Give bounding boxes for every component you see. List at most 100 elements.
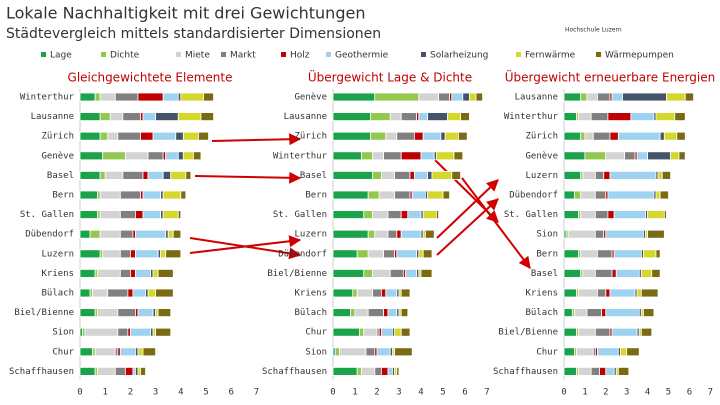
bar-segment bbox=[385, 131, 398, 141]
bar-segment bbox=[99, 190, 121, 200]
bar-segment bbox=[94, 347, 116, 357]
bar-segment bbox=[356, 288, 374, 298]
bar-segment bbox=[142, 190, 162, 200]
legend-swatch bbox=[596, 52, 601, 57]
bar-segment bbox=[640, 268, 653, 278]
x-tick-label: 7 bbox=[254, 388, 259, 398]
legend-swatch bbox=[221, 52, 226, 57]
bar-segment bbox=[655, 190, 661, 200]
bar-segment bbox=[367, 249, 385, 259]
legend-label: Wärmepumpen bbox=[605, 51, 674, 61]
x-tick-label: 3 bbox=[624, 388, 629, 398]
y-tick-label: Sion bbox=[52, 328, 74, 338]
bar-segment bbox=[358, 327, 365, 337]
bar-segment bbox=[137, 347, 144, 357]
x-tick-label: 7 bbox=[708, 388, 713, 398]
x-tick-label: 3 bbox=[396, 388, 401, 398]
bar-segment bbox=[578, 288, 598, 298]
bar-segment bbox=[582, 268, 596, 278]
y-tick-label: Lausanne bbox=[515, 93, 558, 103]
y-tick-label: Winterthur bbox=[504, 112, 559, 122]
y-tick-label: Bülach bbox=[525, 308, 558, 318]
bar-segment bbox=[124, 366, 134, 376]
bar-segment bbox=[563, 327, 577, 337]
y-tick-label: Bern bbox=[52, 191, 74, 201]
bar-segment bbox=[563, 151, 586, 161]
x-tick-label: 6 bbox=[228, 388, 233, 398]
bar-segment bbox=[578, 327, 596, 337]
legend-swatch bbox=[421, 52, 426, 57]
x-tick-label: 6 bbox=[462, 388, 467, 398]
bar-segment bbox=[643, 308, 655, 318]
bar-segment bbox=[142, 347, 157, 357]
bar-segment bbox=[99, 210, 121, 220]
arrow bbox=[436, 198, 499, 256]
bar-segment bbox=[374, 92, 420, 102]
bar-segment bbox=[647, 151, 671, 161]
bar-segment bbox=[438, 92, 451, 102]
arrow bbox=[189, 235, 302, 254]
bar-segment bbox=[135, 249, 159, 259]
bar-segment bbox=[396, 131, 415, 141]
bar-segment bbox=[170, 170, 187, 180]
bar-segment bbox=[563, 92, 582, 102]
bar-segment bbox=[594, 268, 613, 278]
bar-segment bbox=[107, 131, 119, 141]
bar-segment bbox=[657, 170, 663, 180]
bar-segment bbox=[119, 229, 134, 239]
bar-segment bbox=[172, 229, 182, 239]
legend-swatch bbox=[281, 52, 286, 57]
bar-segment bbox=[367, 308, 385, 318]
bar-segment bbox=[332, 327, 360, 337]
y-tick-label: St. Gallen bbox=[504, 210, 558, 220]
bar-segment bbox=[142, 210, 162, 220]
bar-segment bbox=[94, 92, 101, 102]
bar-segment bbox=[369, 112, 391, 121]
bar-segment bbox=[385, 288, 398, 298]
bar-segment bbox=[102, 249, 121, 259]
bar-segment bbox=[597, 347, 619, 357]
bar-segment bbox=[84, 327, 119, 337]
bar-segment bbox=[367, 190, 380, 200]
bar-segment bbox=[79, 366, 96, 376]
bar-segment bbox=[563, 170, 582, 180]
bar-segment bbox=[363, 327, 378, 337]
bar-segment bbox=[162, 210, 179, 220]
x-tick-label: 2 bbox=[128, 388, 133, 398]
bar-segment bbox=[372, 151, 385, 161]
bar-segment bbox=[424, 229, 435, 239]
bar-segment bbox=[586, 92, 598, 102]
bar-segment bbox=[180, 92, 204, 102]
bar-segment bbox=[661, 170, 671, 180]
bar-segment bbox=[643, 249, 657, 259]
bar-segment bbox=[185, 170, 192, 180]
bar-segment bbox=[109, 112, 124, 121]
bar-segment bbox=[396, 366, 400, 376]
bar-segment bbox=[372, 288, 382, 298]
y-tick-label: Biel/Bienne bbox=[14, 308, 74, 318]
bar-segment bbox=[563, 249, 580, 259]
bar-segment bbox=[135, 229, 167, 239]
bar-segment bbox=[580, 92, 588, 102]
bar-segment bbox=[167, 229, 174, 239]
bar-segment bbox=[372, 210, 389, 220]
y-tick-label: Bülach bbox=[41, 289, 74, 299]
bar-segment bbox=[636, 288, 642, 298]
bar-segment bbox=[609, 170, 657, 180]
x-tick-label: 5 bbox=[666, 388, 671, 398]
bar-segment bbox=[580, 249, 598, 259]
bar-segment bbox=[203, 92, 214, 102]
y-tick-label: Luzern bbox=[525, 171, 558, 181]
bar-segment bbox=[332, 92, 376, 102]
bar-segment bbox=[640, 327, 653, 337]
bar-segment bbox=[374, 366, 382, 376]
bar-segment bbox=[451, 92, 464, 102]
y-tick-label: Schaffhausen bbox=[493, 367, 558, 377]
bar-segment bbox=[601, 308, 607, 318]
bar-segment bbox=[563, 308, 573, 318]
bar-segment bbox=[611, 92, 623, 102]
bar-segment bbox=[356, 366, 363, 376]
y-tick-label: Kriens bbox=[294, 289, 327, 299]
bar-segment bbox=[162, 170, 172, 180]
